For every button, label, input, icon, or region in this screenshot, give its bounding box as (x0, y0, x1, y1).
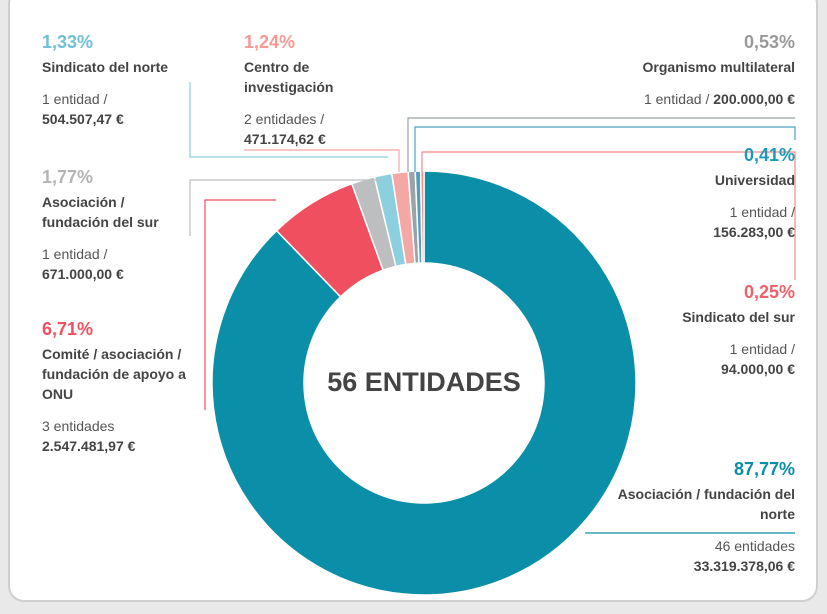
percent-label: 6,71% (42, 319, 94, 339)
leader-line (244, 149, 400, 172)
percent-label: 1,24% (244, 32, 296, 52)
leader-line (407, 117, 795, 172)
category-name: Sindicato del sur (682, 309, 795, 325)
category-name: Universidad (714, 172, 795, 188)
amount: 671.000,00 € (42, 266, 124, 282)
leader-line (414, 126, 796, 172)
amount: 200.000,00 € (713, 91, 795, 107)
segment-label: 1,33% Sindicato del norte 1 entidad / 504.5… (42, 31, 212, 129)
leader-line (421, 151, 796, 280)
category-name: Asociación / fundación del sur (42, 194, 159, 230)
entity-count: 1 entidad / (42, 246, 108, 262)
segment-label: 0,41% Universidad 1 entidad / 156.283,00 € (615, 144, 795, 242)
percent-label: 87,77% (733, 459, 795, 479)
donut-segment (211, 170, 637, 596)
leader-line (189, 179, 382, 236)
card (8, 0, 818, 602)
percent-label: 1,33% (42, 32, 94, 52)
amount: 471.174,62 € (244, 131, 326, 147)
leader-line (204, 199, 276, 410)
percent-label: 0,53% (743, 32, 795, 52)
entity-count: 1 entidad / (729, 204, 795, 220)
leader-line (189, 82, 388, 158)
category-name: Centro de investigación (244, 59, 334, 95)
segment-label: 0,53% Organismo multilateral 1 entidad / 2… (535, 31, 795, 109)
amount: 2.547.481,97 € (42, 438, 136, 454)
category-name: Organismo multilateral (642, 59, 795, 75)
percent-label: 0,25% (743, 282, 795, 302)
amount: 33.319.378,06 € (693, 558, 795, 574)
amount: 94.000,00 € (721, 361, 795, 377)
entity-count: 1 entidad / (643, 91, 710, 107)
donut-segment (419, 170, 425, 264)
category-name: Comité / asociación / fundación de apoyo… (42, 346, 186, 402)
entity-count: 1 entidad / (729, 341, 795, 357)
entity-count: 1 entidad / (42, 91, 108, 107)
entity-count: 46 entidades (714, 538, 795, 554)
center-label: 56 ENTIDADES (327, 367, 521, 397)
segment-label: 0,25% Sindicato del sur 1 entidad / 94.000,… (615, 281, 795, 379)
segment-label: 1,77% Asociación / fundación del sur 1 ent… (42, 166, 192, 284)
amount: 504.507,47 € (42, 111, 124, 127)
entity-count: 2 entidades / (244, 111, 325, 127)
percent-label: 0,41% (743, 145, 795, 165)
category-name: Asociación / fundación del norte (617, 486, 795, 522)
percent-label: 1,77% (42, 167, 94, 187)
segment-label: 87,77% Asociación / fundación del norte 46… (615, 458, 795, 576)
amount: 156.283,00 € (713, 224, 795, 240)
segment-label: 1,24% Centro de investigación 2 entidades … (244, 31, 359, 149)
category-name: Sindicato del norte (42, 59, 169, 75)
segment-label: 6,71% Comité / asociación / fundación de … (42, 318, 200, 456)
entity-count: 3 entidades (42, 418, 115, 434)
detail-line: 1 entidad / 200.000,00 € (535, 89, 795, 109)
